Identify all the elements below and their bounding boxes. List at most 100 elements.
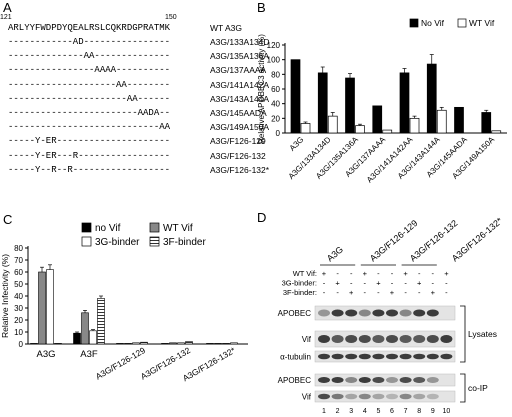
mutant-sequence: --------------------AA-------- xyxy=(8,79,171,90)
legend-label: 3F-binder xyxy=(163,237,206,248)
blot-band xyxy=(386,309,398,317)
panel-d-western-blot: A3G A3G/F126-129A3G/F126-132A3G/F126-132*… xyxy=(278,215,505,415)
y-tick-label: 60 xyxy=(271,85,280,94)
blot-strip xyxy=(314,305,456,321)
mutant-label: A3G/133A134D xyxy=(210,37,270,47)
coip-label: co-IP xyxy=(468,383,488,393)
blot-band xyxy=(399,393,412,400)
bar xyxy=(185,341,193,345)
bar xyxy=(230,342,238,345)
bar xyxy=(81,312,89,345)
treatment-mark: + xyxy=(376,279,381,288)
bar xyxy=(89,330,97,345)
blot-band xyxy=(345,377,358,383)
treatment-mark: - xyxy=(336,269,339,278)
y-axis-label: Relative APOBEC3 activity (%) xyxy=(257,34,266,144)
blot-band xyxy=(440,335,453,343)
y-tick-label: 80 xyxy=(14,244,23,253)
mutant-label: A3G/F126-132 xyxy=(210,150,266,161)
treatment-mark: - xyxy=(404,288,407,297)
y-tick-label: 80 xyxy=(271,70,280,79)
blot-label: APOBEC xyxy=(278,309,312,318)
y-tick-label: 50 xyxy=(14,280,23,289)
blot-band xyxy=(358,353,371,360)
blot-band xyxy=(331,309,344,317)
panel-c-letter: C xyxy=(3,212,13,227)
blot-band xyxy=(318,377,330,383)
blot-band xyxy=(413,309,426,317)
treatment-mark: - xyxy=(377,269,380,278)
y-tick-label: 20 xyxy=(271,114,280,123)
chart-c-infectivity: 0 10 20 30 40 50 60 70 80 Relative Infectivity (%… xyxy=(0,222,248,383)
wt-sequence-label: WT A3G xyxy=(210,23,242,33)
mutant-label: A3G/145AADA xyxy=(210,108,267,118)
y-tick-label: 100 xyxy=(267,56,281,65)
treatment-mark: - xyxy=(323,279,326,288)
blot-band xyxy=(413,393,426,400)
blot-band xyxy=(413,335,426,343)
bar xyxy=(491,130,502,134)
bar xyxy=(317,72,328,134)
lane-number: 6 xyxy=(390,408,394,415)
blot-band xyxy=(331,377,344,383)
panel-b-letter: B xyxy=(257,0,266,15)
blot-band xyxy=(331,353,344,360)
blot-band xyxy=(399,353,412,360)
treatment-mark: - xyxy=(445,288,448,297)
blot-band xyxy=(399,309,412,317)
lane-number: 8 xyxy=(417,408,421,415)
legend-label: WT Vif xyxy=(163,223,193,234)
treatment-label: WT Vif: xyxy=(293,269,317,278)
mutant-sequence: --------------AA-------------- xyxy=(8,51,171,62)
mutant-label: A3G/137AAAA xyxy=(210,65,267,76)
blot-band xyxy=(386,335,398,343)
treatment-mark: - xyxy=(336,288,339,297)
lane-number: 1 xyxy=(322,408,326,415)
x-tick-label: A3F xyxy=(80,349,98,360)
panel-a-letter: A xyxy=(3,0,12,15)
y-tick-label: 0 xyxy=(19,340,24,349)
treatment-mark: + xyxy=(403,269,408,278)
blot-band xyxy=(426,309,439,317)
bar xyxy=(409,117,420,134)
legend-label: 3G-binder xyxy=(95,237,140,248)
bar xyxy=(454,106,464,134)
blot-band xyxy=(399,335,412,343)
y-tick-label: 40 xyxy=(14,292,23,301)
blot-band xyxy=(372,353,385,360)
bar xyxy=(30,343,38,345)
seq-start-pos: 121 xyxy=(0,14,12,21)
treatment-label: 3F-binder: xyxy=(283,288,317,297)
blot-band xyxy=(318,353,330,360)
mutant-label: A3G/149A150A xyxy=(210,122,270,133)
treatment-mark: + xyxy=(417,279,422,288)
panel-d-letter: D xyxy=(257,210,267,225)
blot-strip xyxy=(314,350,456,363)
y-tick-label: 10 xyxy=(14,328,23,337)
bar xyxy=(372,105,383,134)
mutant-sequence: ------------------------AADA-- xyxy=(8,108,171,118)
blot-band xyxy=(372,377,385,383)
legend-swatch xyxy=(149,236,160,247)
blot-band xyxy=(399,377,412,383)
legend-swatch xyxy=(149,222,160,233)
mutant-sequence: ----------------AAAA---------- xyxy=(8,65,171,76)
bar xyxy=(54,343,62,345)
y-axis-label: Relative Infectivity (%) xyxy=(0,254,10,338)
bar xyxy=(177,342,185,345)
coip-bracket xyxy=(460,373,466,403)
bar xyxy=(140,341,148,345)
treatment-mark: - xyxy=(404,279,407,288)
blot-label: α-tubulin xyxy=(280,353,311,362)
lane-number: 10 xyxy=(443,408,451,415)
treatment-mark: - xyxy=(377,288,380,297)
legend-label: WT Vif xyxy=(469,18,495,28)
blot-band xyxy=(386,393,398,400)
x-tick-label: A3G/F126-129 xyxy=(94,345,148,382)
treatment-mark: + xyxy=(335,279,340,288)
blot-band xyxy=(372,393,385,400)
bar xyxy=(124,343,132,345)
mutant-sequence: -----Y--R--R------------------ xyxy=(8,164,171,175)
group-label: A3G/F126-132* xyxy=(450,215,505,263)
